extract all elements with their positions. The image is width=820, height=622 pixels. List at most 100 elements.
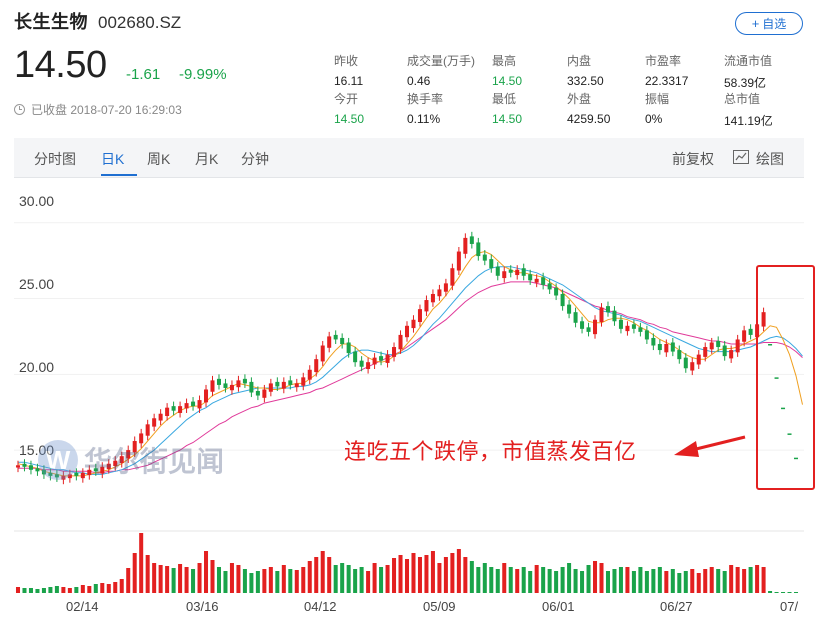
candle [392,347,397,357]
candle [294,383,299,388]
candle [541,277,546,285]
candle [638,327,643,332]
candle [165,407,170,416]
volume-bar [469,561,474,593]
candle [735,339,740,353]
candle [729,350,734,359]
volume-bar [178,564,183,593]
volume-bar [768,591,773,593]
candle [152,418,157,427]
candle [301,377,306,386]
candle [528,274,533,281]
volume-bar [586,565,591,593]
candle [456,251,461,271]
volume-bar [755,565,760,593]
candle [171,406,176,411]
tab-minute[interactable]: 分钟 [241,151,269,167]
candle [281,381,286,389]
volume-bar [262,569,267,593]
volume-bar [683,571,688,593]
candle [495,266,500,276]
kline-chart-svg [14,222,804,593]
tab-intraday[interactable]: 分时图 [34,151,76,167]
volume-bar [67,588,72,593]
stock-name: 长生生物 [14,12,88,32]
y-tick-label: 20.00 [19,359,55,375]
candle [599,307,604,323]
stat-amplitude: 振幅 0% [645,92,670,126]
volume-bar [340,563,345,593]
volume-bar [703,569,708,593]
volume-bar [735,567,740,593]
volume-bar [573,569,578,593]
current-price: 14.50 [14,44,107,86]
candle [625,325,630,332]
volume-bar [651,569,656,593]
candle [340,337,345,344]
volume-bar [593,561,598,593]
stat-turnover: 换手率 0.11% [407,92,444,126]
candle [275,381,280,387]
volume-bar [398,555,403,593]
candle [482,254,487,261]
candle [288,380,293,385]
candle [469,236,474,244]
candle [197,400,202,409]
volume-bar [696,573,701,593]
volume-bar [93,584,98,593]
volume-bar [644,571,649,593]
candle [216,378,221,385]
candle [158,413,163,421]
volume-bar [346,565,351,593]
candle [411,319,416,329]
candle [748,328,753,335]
stat-low: 最低 14.50 [492,92,523,126]
volume-bar [450,553,455,593]
candle [35,468,40,472]
stat-prev-close: 昨收 16.11 [334,54,364,88]
x-tick-label: 06/27 [660,599,693,614]
candle [145,424,150,436]
candle [761,312,766,327]
volume-bar [508,567,513,593]
forward-adjust-button[interactable]: 前复权 [672,151,714,167]
candle [132,441,137,453]
candle [696,354,701,365]
candle [184,403,189,409]
stat-outer-volume: 外盘 4259.50 [567,92,611,126]
candle [385,354,390,363]
volume-bar [145,555,150,593]
candle [314,359,319,373]
candle [793,457,799,460]
volume-bar [392,558,397,593]
volume-bar [204,551,209,593]
candle [657,344,662,351]
candle [100,466,105,474]
draw-button[interactable]: 绘图 [756,151,784,167]
candle [48,472,53,476]
volume-bar [424,555,429,593]
volume-bar [100,583,105,593]
add-watchlist-button[interactable]: + 自选 [735,12,803,35]
candle [709,342,714,350]
volume-bar [437,563,442,593]
volume-bar [255,571,260,593]
candle [450,268,455,286]
candle [521,268,526,276]
volume-bar [28,588,33,593]
candle [210,380,215,392]
candle [424,300,429,312]
volume-bar [534,565,539,593]
volume-bar [482,563,487,593]
tab-monthly-k[interactable]: 月K [195,151,219,167]
candle [631,324,636,329]
tab-weekly-k[interactable]: 周K [147,151,171,167]
volume-bar [268,567,273,593]
volume-bar [690,569,695,593]
candle [443,283,448,292]
candle [67,474,72,479]
volume-bar [139,533,144,593]
candle [515,269,520,276]
tab-daily-k[interactable]: 日K [101,151,125,167]
clock-icon [14,104,25,115]
